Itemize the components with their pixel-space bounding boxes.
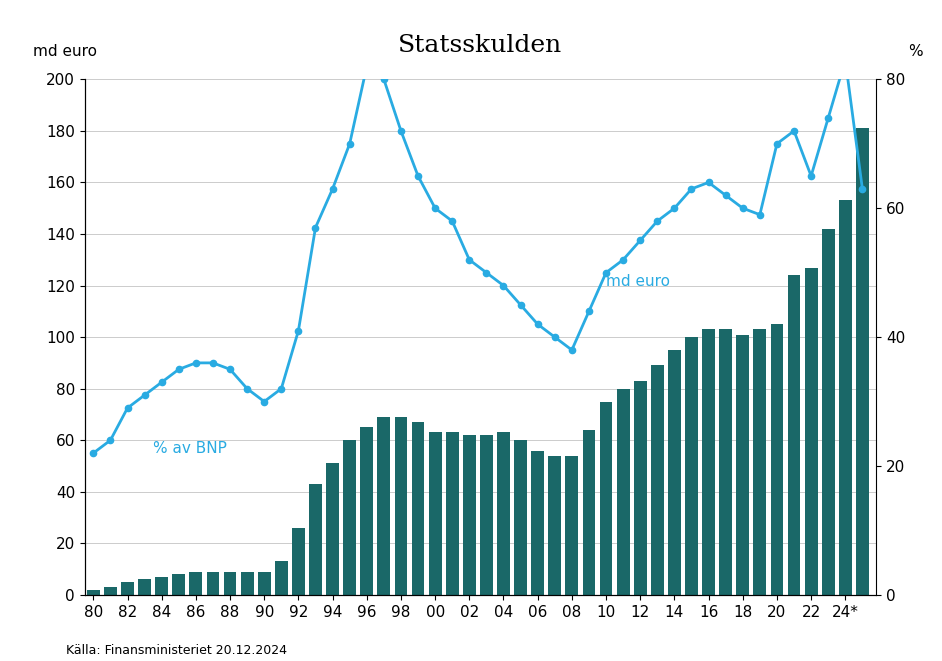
Bar [737,334,749,595]
Text: md euro: md euro [33,44,97,59]
Bar [326,463,339,595]
Bar [189,572,203,595]
Bar [378,417,390,595]
Bar [292,528,305,595]
Bar [87,590,100,595]
Bar [617,389,629,595]
Bar [514,440,527,595]
Bar [395,417,407,595]
Bar [223,572,236,595]
Bar [685,337,698,595]
Bar [839,200,852,595]
Bar [104,587,117,595]
Bar [172,574,186,595]
Bar [206,572,219,595]
Bar [565,455,578,595]
Bar [754,329,766,595]
Bar [497,432,510,595]
Bar [463,435,476,595]
Bar [309,484,322,595]
Bar [429,432,442,595]
Bar [582,430,595,595]
Bar [241,572,253,595]
Title: Statsskulden: Statsskulden [398,34,562,57]
Bar [155,577,168,595]
Bar [804,268,818,595]
Bar [771,325,784,595]
Bar [343,440,356,595]
Bar [634,381,646,595]
Text: md euro: md euro [606,274,670,289]
Bar [412,422,425,595]
Bar [720,329,732,595]
Bar [446,432,459,595]
Text: Källa: Finansministeriet 20.12.2024: Källa: Finansministeriet 20.12.2024 [66,644,287,658]
Bar [361,428,373,595]
Bar [138,580,151,595]
Bar [821,229,835,595]
Text: %: % [908,44,922,59]
Bar [258,572,270,595]
Bar [788,275,801,595]
Bar [651,366,664,595]
Bar [480,435,493,595]
Bar [531,451,544,595]
Bar [856,128,869,595]
Bar [122,582,134,595]
Bar [600,402,612,595]
Bar [702,329,715,595]
Bar [275,561,287,595]
Bar [668,350,681,595]
Text: % av BNP: % av BNP [154,441,227,456]
Bar [548,455,561,595]
